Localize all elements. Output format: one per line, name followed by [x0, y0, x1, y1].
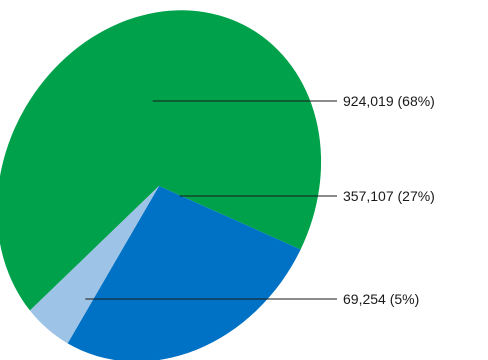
slice-label-0: 924,019 (68%)	[343, 93, 435, 109]
leader-lines	[85, 100, 337, 300]
pie-slice-0	[0, 10, 322, 311]
pie-slices	[0, 10, 322, 360]
slice-label-2: 69,254 (5%)	[343, 291, 419, 307]
pie-slice-1	[67, 186, 301, 360]
slice-label-1: 357,107 (27%)	[343, 188, 435, 204]
pie-slice-2	[29, 186, 159, 344]
